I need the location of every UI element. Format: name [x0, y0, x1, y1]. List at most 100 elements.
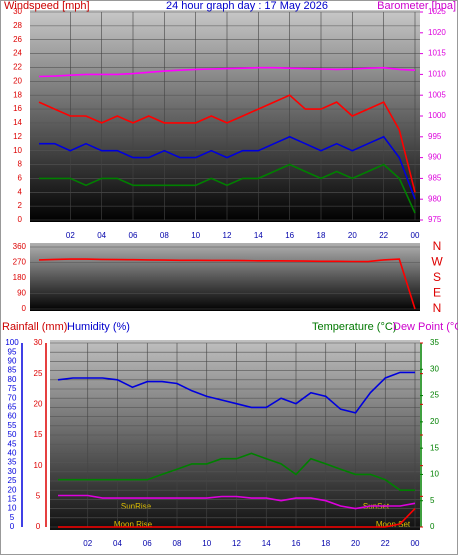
y-tick-label: 0	[10, 522, 15, 531]
x-tick-label: 14	[262, 539, 271, 548]
y-tick-label: 30	[13, 7, 22, 16]
compass-label: E	[433, 286, 441, 300]
y2-tick-label: 980	[428, 194, 442, 203]
series-line	[38, 66, 416, 78]
y3-tick-label: 5	[36, 491, 41, 500]
y2-axis-title: Barometer [hpa]	[377, 0, 456, 12]
x-tick-label: 04	[113, 539, 122, 548]
y3-tick-label: 20	[34, 399, 43, 408]
series-line	[58, 452, 415, 491]
y-tick-label: 75	[8, 384, 17, 393]
y-tick-label: 80	[8, 375, 17, 384]
compass-label: N	[433, 239, 442, 253]
y-tick-label: 22	[13, 63, 22, 72]
annotation: SunRise	[121, 502, 152, 511]
y-tick-label: 24	[13, 49, 22, 58]
y-tick-label: 360	[13, 242, 27, 251]
y-tick-label: 65	[8, 403, 17, 412]
y-tick-label: 20	[8, 485, 17, 494]
y-tick-label: 90	[8, 357, 17, 366]
annotation: Moon Rise	[114, 520, 153, 529]
y2-tick-label: 990	[428, 153, 442, 162]
y2-tick-label: 1005	[428, 90, 446, 99]
compass-label: S	[433, 270, 441, 284]
y-tick-label: 50	[8, 430, 17, 439]
y-tick-label: 180	[13, 273, 27, 282]
y-tick-label: 95	[8, 347, 17, 356]
x-tick-label: 02	[66, 231, 75, 240]
y-tick-label: 18	[13, 90, 22, 99]
y2-tick-label: 30	[430, 364, 439, 373]
legend-label: Temperature (°C)	[312, 321, 396, 333]
y3-tick-label: 0	[36, 522, 41, 531]
x-tick-label: 00	[411, 539, 420, 548]
y-tick-label: 6	[18, 174, 23, 183]
series-line	[38, 94, 416, 193]
y-tick-label: 16	[13, 104, 22, 113]
x-tick-label: 16	[285, 231, 294, 240]
x-tick-label: 04	[97, 231, 106, 240]
y-tick-label: 270	[13, 258, 27, 267]
series-line	[39, 163, 416, 214]
y3-tick-label: 10	[34, 461, 43, 470]
x-tick-label: 12	[232, 539, 241, 548]
chart-title: 24 hour graph day : 17 May 2026	[166, 0, 328, 12]
y-tick-label: 40	[8, 449, 17, 458]
y-tick-label: 55	[8, 421, 17, 430]
y2-tick-label: 0	[430, 522, 435, 531]
y-tick-label: 0	[18, 215, 23, 224]
y2-tick-label: 1010	[428, 70, 446, 79]
x-tick-label: 02	[83, 539, 92, 548]
x-tick-label: 08	[160, 231, 169, 240]
x-tick-label: 10	[191, 231, 200, 240]
series-line	[39, 135, 416, 200]
y-tick-label: 8	[18, 160, 23, 169]
y-tick-label: 10	[13, 146, 22, 155]
y-tick-label: 2	[18, 201, 23, 210]
y2-tick-label: 15	[430, 443, 439, 452]
series-line	[58, 508, 416, 528]
y-tick-label: 28	[13, 21, 22, 30]
y-tick-label: 14	[13, 118, 22, 127]
y-tick-label: 20	[13, 76, 22, 85]
y2-tick-label: 975	[428, 215, 442, 224]
y-tick-label: 85	[8, 366, 17, 375]
legend-label: Dew Point (°C)	[393, 321, 458, 333]
x-tick-label: 12	[223, 231, 232, 240]
x-tick-label: 22	[379, 231, 388, 240]
compass-label: W	[431, 255, 443, 269]
y2-tick-label: 1000	[428, 111, 446, 120]
y2-tick-label: 1020	[428, 28, 446, 37]
y-tick-label: 35	[8, 458, 17, 467]
y-tick-label: 60	[8, 412, 17, 421]
y-tick-label: 10	[8, 504, 17, 513]
y-tick-label: 26	[13, 35, 22, 44]
x-tick-label: 08	[173, 539, 182, 548]
x-tick-label: 22	[381, 539, 390, 548]
x-tick-label: 16	[292, 539, 301, 548]
series-line	[57, 371, 415, 414]
legend-label: Humidity (%)	[67, 321, 130, 333]
series-line	[58, 494, 416, 510]
y3-tick-label: 25	[34, 369, 43, 378]
y-tick-label: 90	[17, 289, 26, 298]
y-tick-label: 12	[13, 132, 22, 141]
x-tick-label: 06	[129, 231, 138, 240]
y-tick-label: 45	[8, 439, 17, 448]
y-tick-label: 30	[8, 467, 17, 476]
y-axis-title: Windspeed [mph]	[4, 0, 90, 12]
x-tick-label: 00	[411, 231, 420, 240]
plot-area	[30, 10, 420, 222]
series-line	[38, 258, 416, 310]
y-tick-label: 4	[18, 187, 23, 196]
y-tick-label: 0	[22, 304, 27, 313]
x-tick-label: 06	[143, 539, 152, 548]
y2-tick-label: 1015	[428, 49, 446, 58]
y2-tick-label: 35	[430, 338, 439, 347]
x-tick-label: 18	[317, 231, 326, 240]
y2-tick-label: 995	[428, 132, 442, 141]
y3-tick-label: 15	[34, 430, 43, 439]
y2-tick-label: 10	[430, 470, 439, 479]
y2-tick-label: 1025	[428, 7, 446, 16]
